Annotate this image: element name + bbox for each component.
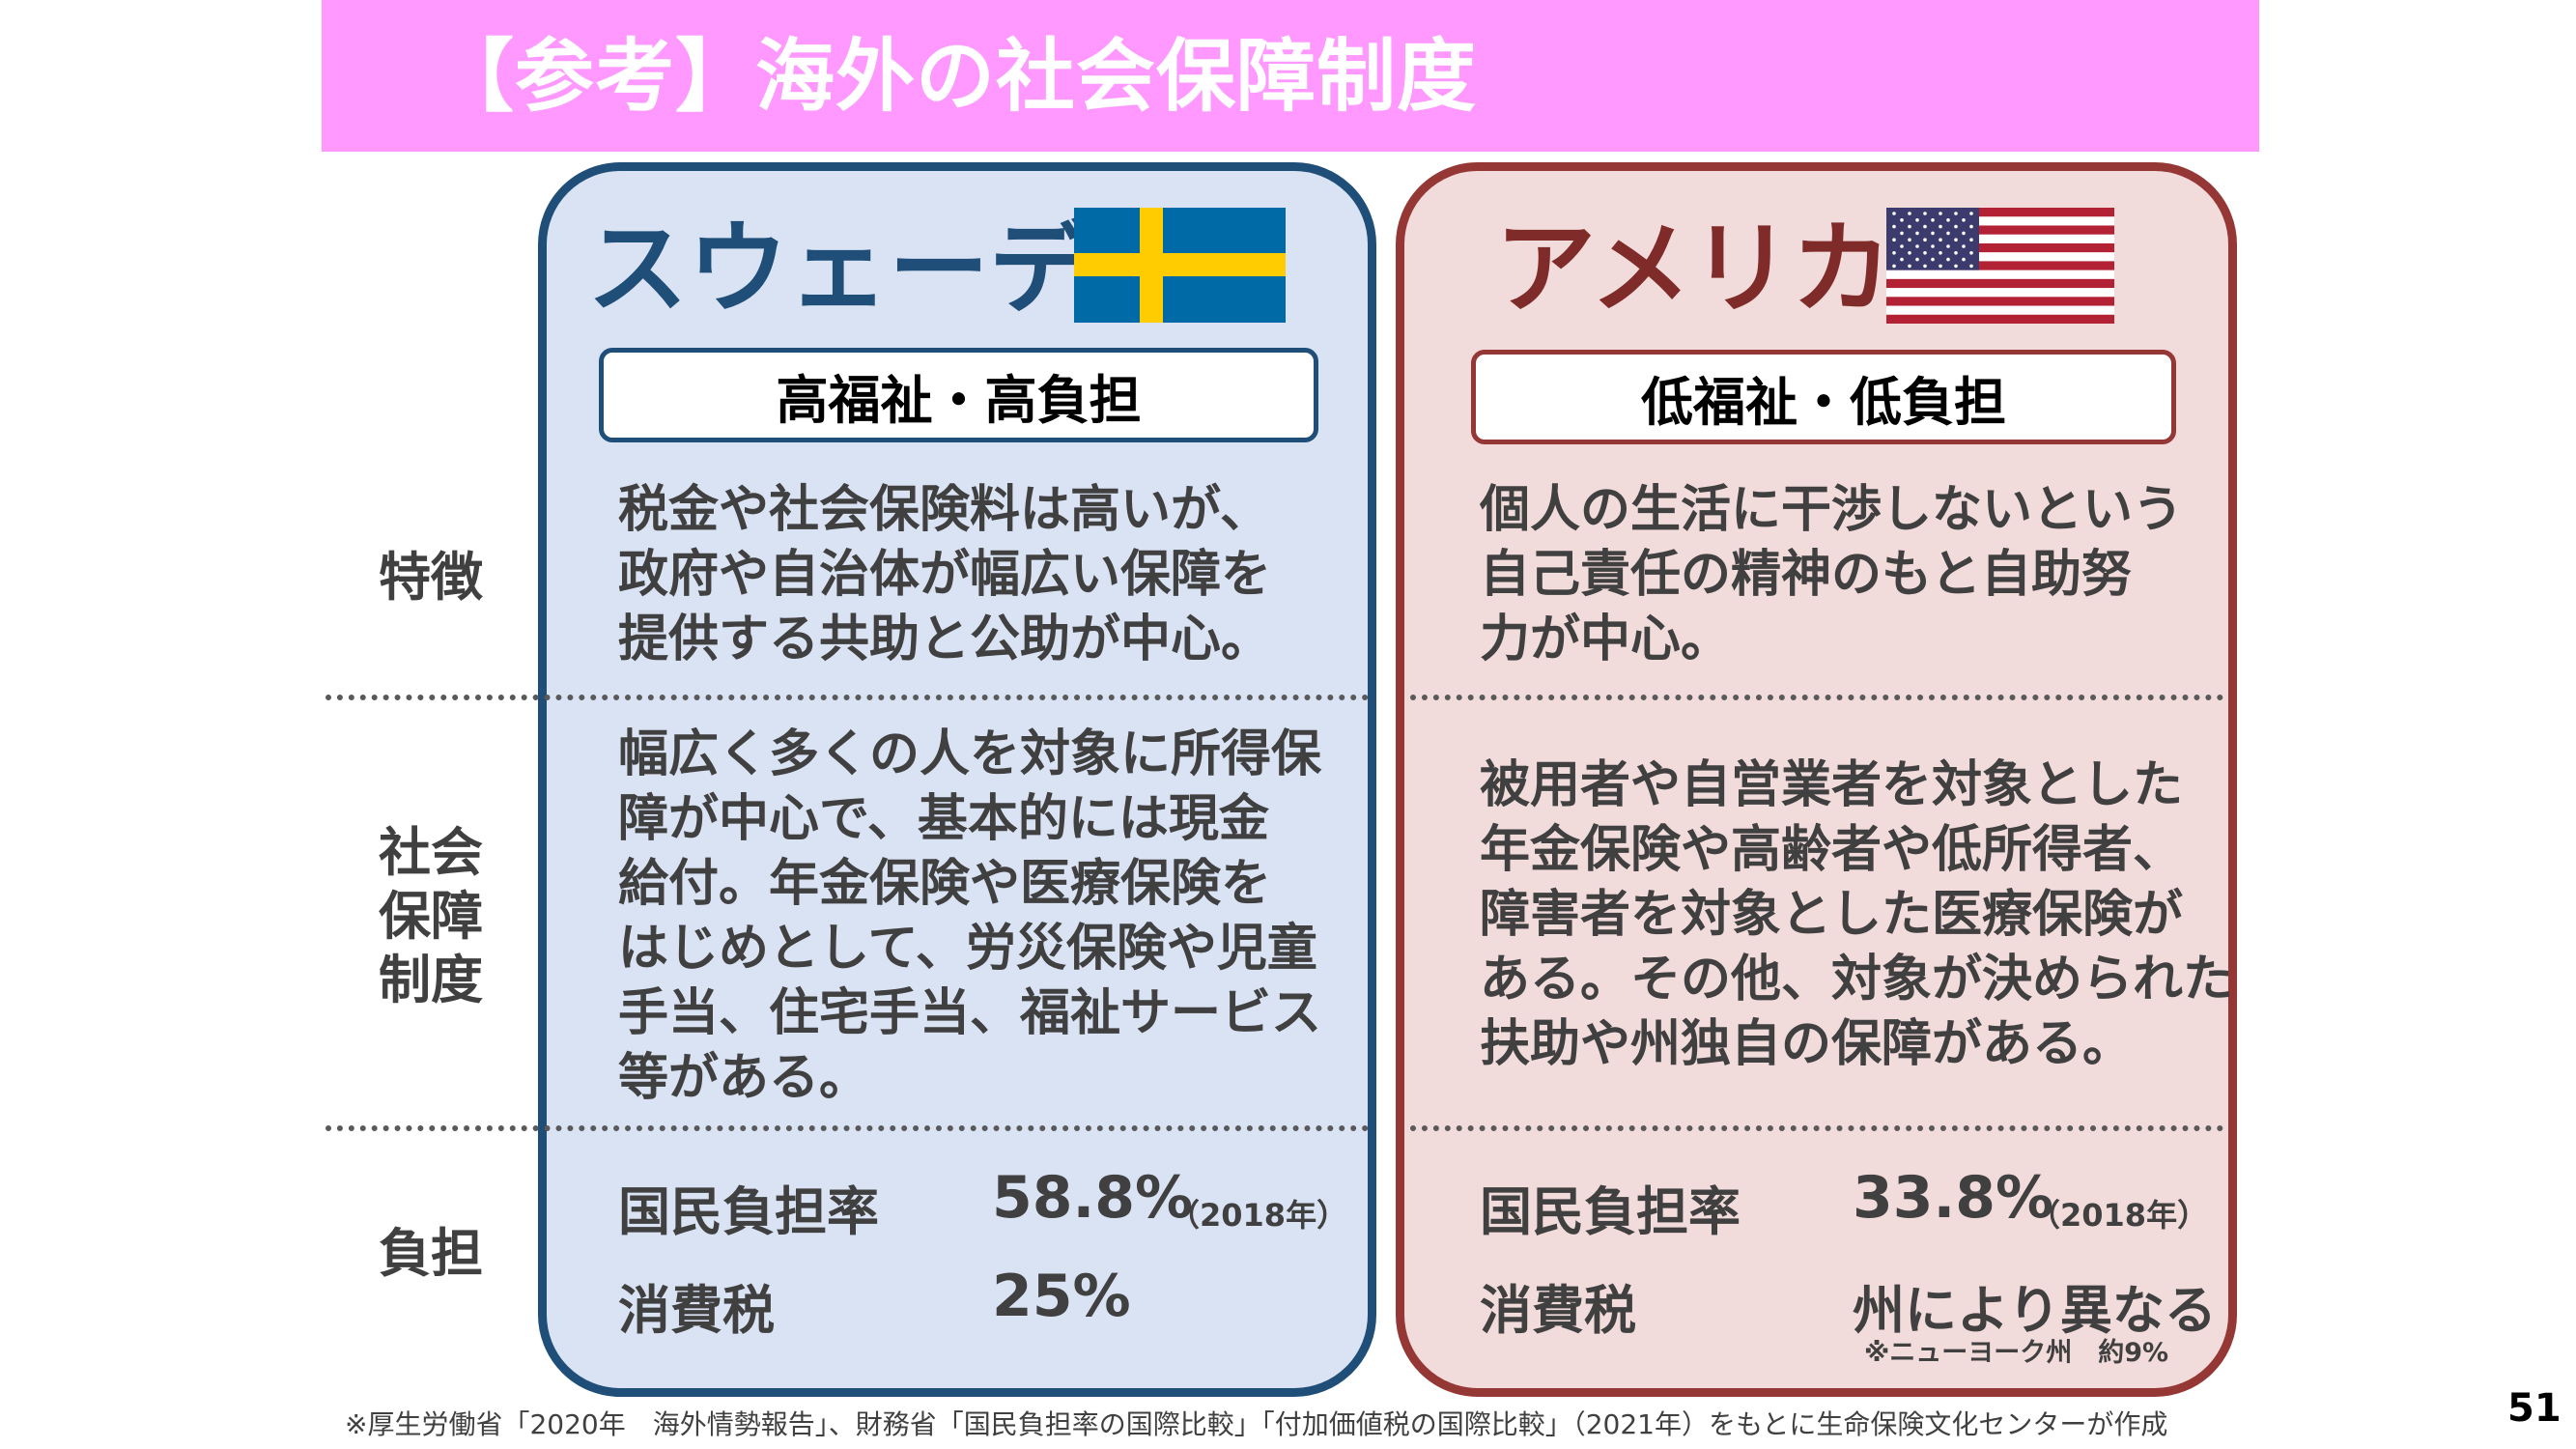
usa-name: アメリカ	[1495, 210, 1892, 327]
usa-tax-note: ※ニューヨーク州 約9%	[1864, 1338, 2169, 1368]
usa-flag-icon	[1886, 208, 2114, 324]
text-line: 給付。年金保険や医療保険を	[618, 855, 1272, 913]
text-line: 被用者や自営業者を対象とした	[1480, 756, 2184, 814]
text-line: 提供する共助と公助が中心。	[618, 611, 1272, 668]
sweden-welfare-label: 高福祉・高負担	[599, 348, 1318, 442]
source-footnote: ※厚生労働省「2020年 海外情勢報告」、財務省「国民負担率の国際比較」「付加価…	[345, 1408, 2168, 1440]
text-line: 障が中心で、基本的には現金	[618, 790, 1269, 848]
row-label-line: 制度	[379, 950, 483, 1010]
text-line: 力が中心。	[1480, 611, 1732, 668]
separator-right-2	[1410, 1125, 2223, 1131]
page-title: 【参考】海外の社会保障制度	[435, 31, 1478, 123]
text-line: 個人の生活に干渉しないという	[1480, 481, 2184, 539]
row-label-features: 特徴	[379, 547, 483, 608]
text-line: ある。その他、対象が決められた	[1480, 951, 2234, 1009]
sweden-tax-label: 消費税	[618, 1280, 775, 1341]
sweden-system-text: 幅広く多くの人を対象に所得保 障が中心で、基本的には現金 給付。年金保険や医療保…	[618, 723, 1321, 1111]
usa-system-text: 被用者や自営業者を対象とした 年金保険や高齢者や低所得者、 障害者を対象とした医…	[1480, 753, 2233, 1077]
sweden-burden-rate-label: 国民負担率	[618, 1181, 879, 1242]
row-label-line: 保障	[379, 886, 483, 947]
text-line: 自己責任の精神のもと自助努	[1480, 546, 2132, 604]
text-line: 政府や自治体が幅広い保障を	[618, 546, 1272, 604]
row-label-line: 社会	[379, 822, 483, 883]
text-line: 年金保険や高齢者や低所得者、	[1480, 821, 2184, 879]
sweden-burden-rate-value: 58.8%	[992, 1164, 1194, 1232]
text-line: 幅広く多くの人を対象に所得保	[618, 725, 1322, 783]
separator-left-1	[326, 695, 1369, 700]
text-line: 扶助や州独自の保障がある。	[1480, 1015, 2134, 1073]
text-line: 手当、住宅手当、福祉サービス	[618, 984, 1322, 1042]
page-number: 51	[2507, 1386, 2562, 1431]
sweden-burden-rate-year: （2018年）	[1169, 1197, 1348, 1234]
title-banner	[322, 0, 2259, 152]
separator-right-1	[1410, 695, 2223, 700]
usa-tax-value: 州により異なる	[1853, 1280, 2217, 1341]
usa-burden-rate-label: 国民負担率	[1480, 1181, 1741, 1242]
usa-burden-rate-year: （2018年）	[2029, 1197, 2209, 1234]
text-line: 税金や社会保険料は高いが、	[618, 481, 1270, 539]
sweden-tax-value: 25%	[992, 1263, 1131, 1330]
text-line: 等がある。	[618, 1049, 870, 1107]
text-line: 障害者を対象とした医療保険が	[1480, 886, 2184, 944]
usa-tax-label: 消費税	[1480, 1280, 1636, 1341]
row-label-burden: 負担	[379, 1223, 483, 1284]
usa-features-text: 個人の生活に干渉しないという 自己責任の精神のもと自助努 力が中心。	[1480, 478, 2183, 672]
usa-burden-rate-value: 33.8%	[1853, 1164, 2054, 1232]
usa-welfare-label: 低福祉・低負担	[1471, 350, 2176, 444]
sweden-features-text: 税金や社会保険料は高いが、 政府や自治体が幅広い保障を 提供する共助と公助が中心…	[618, 478, 1271, 672]
sweden-flag-icon	[1074, 208, 1286, 323]
row-label-social-security: 社会 保障 制度	[379, 821, 495, 1012]
text-line: はじめとして、労災保険や児童	[618, 920, 1317, 978]
separator-left-2	[326, 1125, 1369, 1131]
